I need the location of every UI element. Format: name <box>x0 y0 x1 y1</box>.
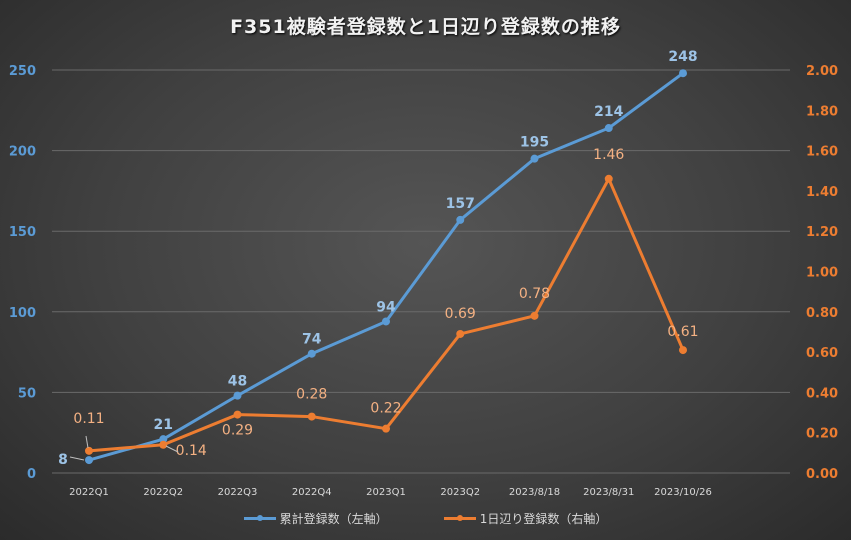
data-label: 48 <box>228 374 247 390</box>
data-label: 0.28 <box>296 387 327 403</box>
y-right-tick-label: 1.40 <box>806 185 838 200</box>
x-tick-label: 2023Q1 <box>366 487 406 498</box>
data-label: 195 <box>520 135 549 151</box>
legend-label: 1日辺り登録数（右軸） <box>479 512 608 526</box>
legend: 累計登録数（左軸） 1日辺り登録数（右軸） <box>0 510 851 527</box>
data-label: 94 <box>376 299 396 315</box>
y-left-tick-label: 0 <box>27 467 36 482</box>
chart-title: F351被験者登録数と1日辺り登録数の推移 <box>230 16 621 38</box>
leader-line <box>85 435 89 449</box>
x-tick-label: 2022Q1 <box>69 487 109 498</box>
data-point <box>159 435 168 444</box>
y-right-tick-label: 1.20 <box>806 225 838 240</box>
data-point <box>159 440 168 449</box>
data-label: 0.22 <box>370 401 401 417</box>
data-label: 0.29 <box>222 423 253 439</box>
leader-line <box>69 456 85 461</box>
data-label: 74 <box>302 332 322 348</box>
data-label: 0.61 <box>667 324 698 340</box>
data-label: 21 <box>154 417 173 433</box>
data-point <box>85 446 93 455</box>
data-point <box>382 424 390 433</box>
y-right-tick-label: 0.60 <box>806 346 838 361</box>
data-point <box>382 317 390 326</box>
legend-item-cumulative: 累計登録数（左軸） <box>243 510 388 527</box>
data-label: 157 <box>446 196 475 212</box>
data-label: 0.69 <box>445 306 476 322</box>
y-right-tick-label: 0.80 <box>806 306 838 321</box>
y-right-tick-label: 1.60 <box>806 145 838 160</box>
data-point <box>233 391 242 400</box>
data-point <box>604 174 613 183</box>
y-right-tick-label: 1.00 <box>806 266 838 281</box>
x-tick-label: 2022Q3 <box>218 487 258 498</box>
data-point <box>679 346 687 355</box>
x-tick-label: 2022Q4 <box>292 487 332 498</box>
y-right-tick-label: 0.00 <box>806 467 838 482</box>
data-point <box>604 124 613 133</box>
y-left-tick-label: 100 <box>9 306 36 321</box>
data-point <box>456 215 465 224</box>
y-right-tick-label: 2.00 <box>806 64 838 79</box>
data-label: 0.78 <box>519 286 550 302</box>
data-label: 1.46 <box>593 147 624 163</box>
y-right-tick-label: 0.20 <box>806 427 838 442</box>
leader-line <box>165 445 179 453</box>
data-point <box>456 329 465 338</box>
data-point <box>530 154 539 163</box>
data-point <box>85 456 93 465</box>
x-tick-label: 2023/10/26 <box>654 487 712 498</box>
legend-swatch <box>243 515 276 521</box>
legend-item-daily: 1日辺り登録数（右軸） <box>443 510 608 527</box>
data-point <box>233 410 242 419</box>
x-tick-label: 2022Q2 <box>143 487 183 498</box>
y-left-tick-label: 50 <box>18 386 36 401</box>
data-label: 214 <box>594 104 623 120</box>
data-point <box>530 311 539 320</box>
x-tick-label: 2023Q2 <box>440 487 480 498</box>
data-label: 0.14 <box>176 443 207 459</box>
y-left-tick-label: 200 <box>9 145 36 160</box>
data-label: 248 <box>668 49 697 65</box>
legend-label: 累計登録数（左軸） <box>279 512 388 526</box>
data-point <box>679 69 687 78</box>
data-label: 0.11 <box>73 411 104 427</box>
y-right-tick-label: 1.80 <box>806 104 838 119</box>
x-tick-label: 2023/8/31 <box>583 487 634 498</box>
y-left-tick-label: 150 <box>9 225 36 240</box>
legend-swatch <box>443 515 476 521</box>
data-point <box>307 412 316 421</box>
x-tick-label: 2023/8/18 <box>509 487 560 498</box>
y-right-tick-label: 0.40 <box>806 386 838 401</box>
data-point <box>307 349 316 358</box>
data-label: 8 <box>58 452 68 468</box>
y-left-tick-label: 250 <box>9 64 36 79</box>
